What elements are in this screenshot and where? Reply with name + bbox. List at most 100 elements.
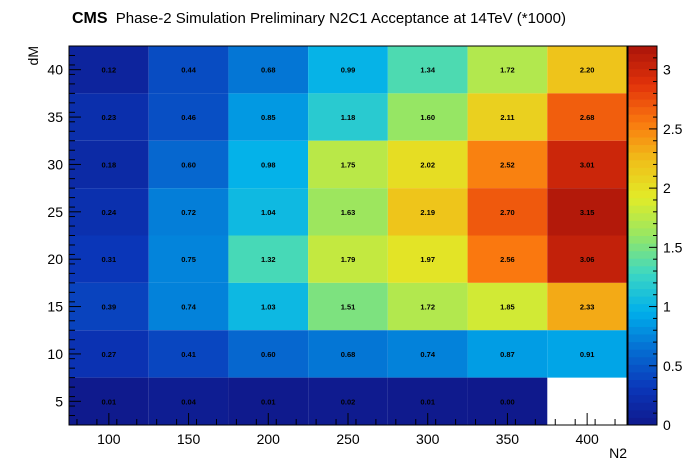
colorbar-segment: [628, 364, 657, 373]
cell-value-label: 2.70: [500, 208, 515, 217]
heatmap-cell: [69, 93, 149, 141]
colorbar-segment: [628, 220, 657, 229]
heatmap-cell: [467, 282, 548, 331]
cell-value-label: 1.85: [500, 303, 515, 312]
colorbar-segment: [628, 83, 657, 92]
colorbar-segment: [628, 288, 657, 297]
cell-value-label: 1.51: [341, 303, 356, 312]
y-tick-label: 15: [47, 299, 63, 315]
heatmap-cell: [69, 46, 149, 94]
heatmap-cell: [547, 235, 627, 283]
heatmap-cell: [308, 46, 388, 94]
cell-value-label: 0.04: [181, 397, 196, 406]
cell-value-label: 0.39: [102, 303, 117, 312]
heatmap-cell: [69, 330, 149, 378]
heatmap-cell: [547, 93, 627, 141]
colorbar-tick-label: 0.5: [663, 358, 683, 374]
heatmap-cell: [148, 140, 229, 189]
heatmap-cell: [308, 235, 388, 283]
x-tick-label: 150: [177, 431, 201, 447]
x-axis-title: N2: [609, 445, 627, 461]
cell-value-label: 0.98: [261, 160, 276, 169]
cell-value-label: 2.19: [420, 208, 435, 217]
cell-value-label: 1.75: [341, 160, 356, 169]
colorbar-segment: [628, 296, 657, 305]
chart-subtitle: Phase-2 Simulation Preliminary N2C1 Acce…: [115, 10, 566, 27]
cell-value-label: 0.74: [181, 303, 196, 312]
heatmap-cell: [148, 330, 229, 378]
heatmap-cell: [547, 282, 627, 331]
cell-value-label: 2.20: [580, 66, 595, 75]
cell-value-label: 0.01: [261, 397, 276, 406]
cell-value-label: 0.60: [261, 350, 276, 359]
y-tick-label: 30: [47, 156, 63, 172]
heatmap-cell: [467, 140, 548, 189]
cell-value-label: 0.87: [500, 350, 515, 359]
cell-value-label: 0.31: [102, 255, 117, 264]
heatmap-cell: [69, 140, 149, 189]
colorbar-segment: [628, 318, 657, 327]
y-tick-label: 35: [47, 109, 63, 125]
colorbar-segment: [628, 99, 657, 108]
colorbar-segment: [628, 174, 657, 183]
heatmap-cell: [69, 282, 149, 331]
cell-value-label: 0.72: [181, 208, 196, 217]
heatmap-cell: [148, 282, 229, 331]
heatmap-cell: [467, 235, 548, 283]
colorbar-segment: [628, 394, 657, 403]
heatmap-cell: [308, 330, 388, 378]
cell-value-label: 0.60: [181, 160, 196, 169]
colorbar-tick-label: 1.5: [663, 239, 683, 255]
cell-value-label: 1.63: [341, 208, 356, 217]
cell-value-label: 0.27: [102, 350, 117, 359]
colorbar-segment: [628, 265, 657, 274]
cell-value-label: 0.68: [341, 350, 356, 359]
colorbar-segment: [628, 144, 657, 153]
y-axis-title: dM: [25, 46, 41, 65]
colorbar-segment: [628, 273, 657, 282]
colorbar-segment: [628, 152, 657, 161]
cell-value-label: 0.44: [181, 66, 196, 75]
cell-value-label: 1.04: [261, 208, 276, 217]
cell-value-label: 1.03: [261, 303, 276, 312]
colorbar-segment: [628, 243, 657, 252]
heatmap-cell: [387, 93, 468, 141]
y-tick-label: 10: [47, 346, 63, 362]
colorbar-segment: [628, 68, 657, 77]
heatmap-cell: [387, 282, 468, 331]
colorbar-segment: [628, 334, 657, 343]
colorbar-segment: [628, 379, 657, 388]
heatmap-cell: [308, 282, 388, 331]
heatmap-cell: [387, 140, 468, 189]
heatmap-cell: [148, 235, 229, 283]
colorbar-segment: [628, 159, 657, 168]
cell-value-label: 2.02: [420, 160, 435, 169]
cell-value-label: 0.41: [181, 350, 196, 359]
colorbar-segment: [628, 311, 657, 320]
colorbar-segment: [628, 402, 657, 411]
heatmap-cell: [387, 330, 468, 378]
cell-value-label: 2.56: [500, 255, 515, 264]
colorbar-segment: [628, 167, 657, 176]
heatmap-cell: [467, 188, 548, 236]
colorbar-segment: [628, 76, 657, 85]
cell-value-label: 1.34: [420, 66, 435, 75]
colorbar-segment: [628, 121, 657, 130]
colorbar-segment: [628, 190, 657, 199]
x-tick-label: 200: [257, 431, 281, 447]
colorbar-segment: [628, 417, 657, 426]
x-tick-label: 350: [496, 431, 520, 447]
x-tick-label: 250: [336, 431, 360, 447]
cell-value-label: 1.32: [261, 255, 276, 264]
cell-value-label: 0.12: [102, 66, 117, 75]
y-tick-label: 25: [47, 204, 63, 220]
cell-value-label: 0.75: [181, 255, 196, 264]
heatmap-cell: [387, 46, 468, 94]
colorbar-segment: [628, 258, 657, 267]
heatmap-cell: [148, 46, 229, 94]
cell-value-label: 1.79: [341, 255, 356, 264]
cell-value-label: 0.01: [420, 397, 435, 406]
heatmap-cell: [228, 93, 309, 141]
cell-value-label: 1.72: [420, 303, 435, 312]
